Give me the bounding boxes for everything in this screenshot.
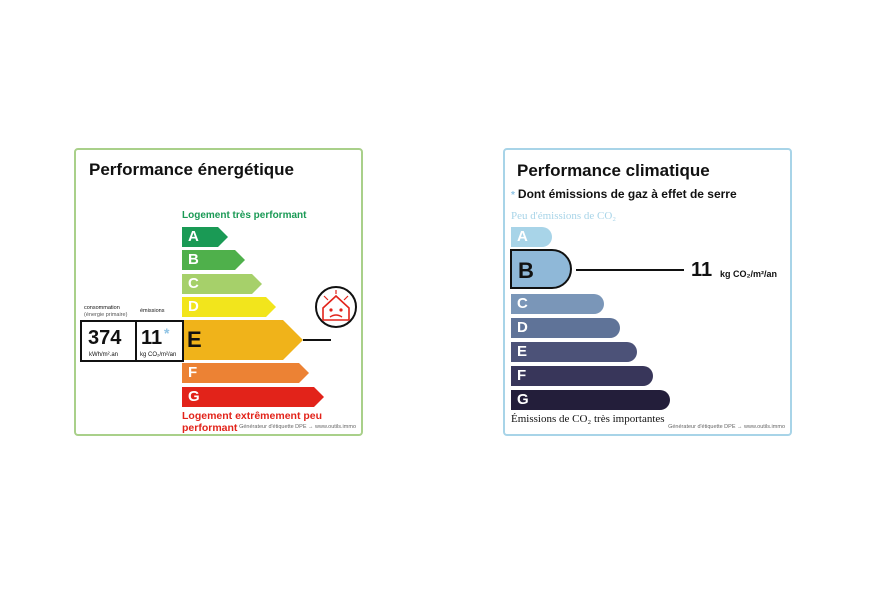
house-climate-icon [313,284,359,330]
climate-top-label: Peu d'émissions de CO₂ [511,210,617,222]
energy-class-e-selected: E [181,320,303,360]
energy-class-a: A [182,227,228,247]
energy-class-c: C [182,274,262,294]
energy-class-f: F [182,363,309,383]
energy-class-b: B [182,250,245,270]
emissions-unit: kg CO₂/m²/an [140,352,177,358]
energy-class-g: G [182,387,324,407]
climate-subtitle: * Dont émissions de gaz à effet de serre [511,187,737,201]
climate-bottom-label: Émissions de CO₂ très importantes [511,413,665,425]
climate-value: 11 [691,259,713,281]
energy-connector-line [303,339,331,341]
subtitle-star: * [511,190,515,201]
climate-credit: Générateur d'étiquette DPE → www.outils.… [668,424,785,430]
energy-credit: Générateur d'étiquette DPE → www.outils.… [239,424,356,430]
climate-connector-line [576,269,684,271]
energy-bottom-label: Logement extrêmement peu performant [182,410,323,434]
climate-class-f: F [511,366,653,386]
energy-performance-card: Performance énergétique Logement très pe… [74,148,363,436]
energy-top-label: Logement très performant [182,210,307,221]
climate-unit: kg CO₂/m²/an [720,269,778,279]
emissions-star: * [164,325,170,341]
climate-class-d: D [511,318,620,338]
readout-divider [135,322,137,360]
energy-class-d: D [182,297,276,317]
climate-class-a: A [511,227,552,247]
consumption-unit: kWh/m².an [89,352,119,358]
energy-title: Performance énergétique [89,160,295,179]
climate-class-b-selected: B [510,249,572,289]
consumption-label: consommation [84,305,120,311]
climate-class-e: E [511,342,637,362]
energy-readout-box: 374 kWh/m².an 11 * kg CO₂/m²/an [80,320,184,362]
climate-title: Performance climatique [517,161,710,180]
climate-class-c: C [511,294,604,314]
emissions-label: émissions [140,308,165,314]
consumption-sublabel: (énergie primaire) [84,312,128,318]
subtitle-text: Dont émissions de gaz à effet de serre [517,187,737,201]
climate-class-g: G [511,390,670,410]
consumption-value: 374 [88,327,122,349]
emissions-value: 11 [141,327,163,349]
climate-performance-card: Performance climatique * Dont émissions d… [503,148,792,436]
